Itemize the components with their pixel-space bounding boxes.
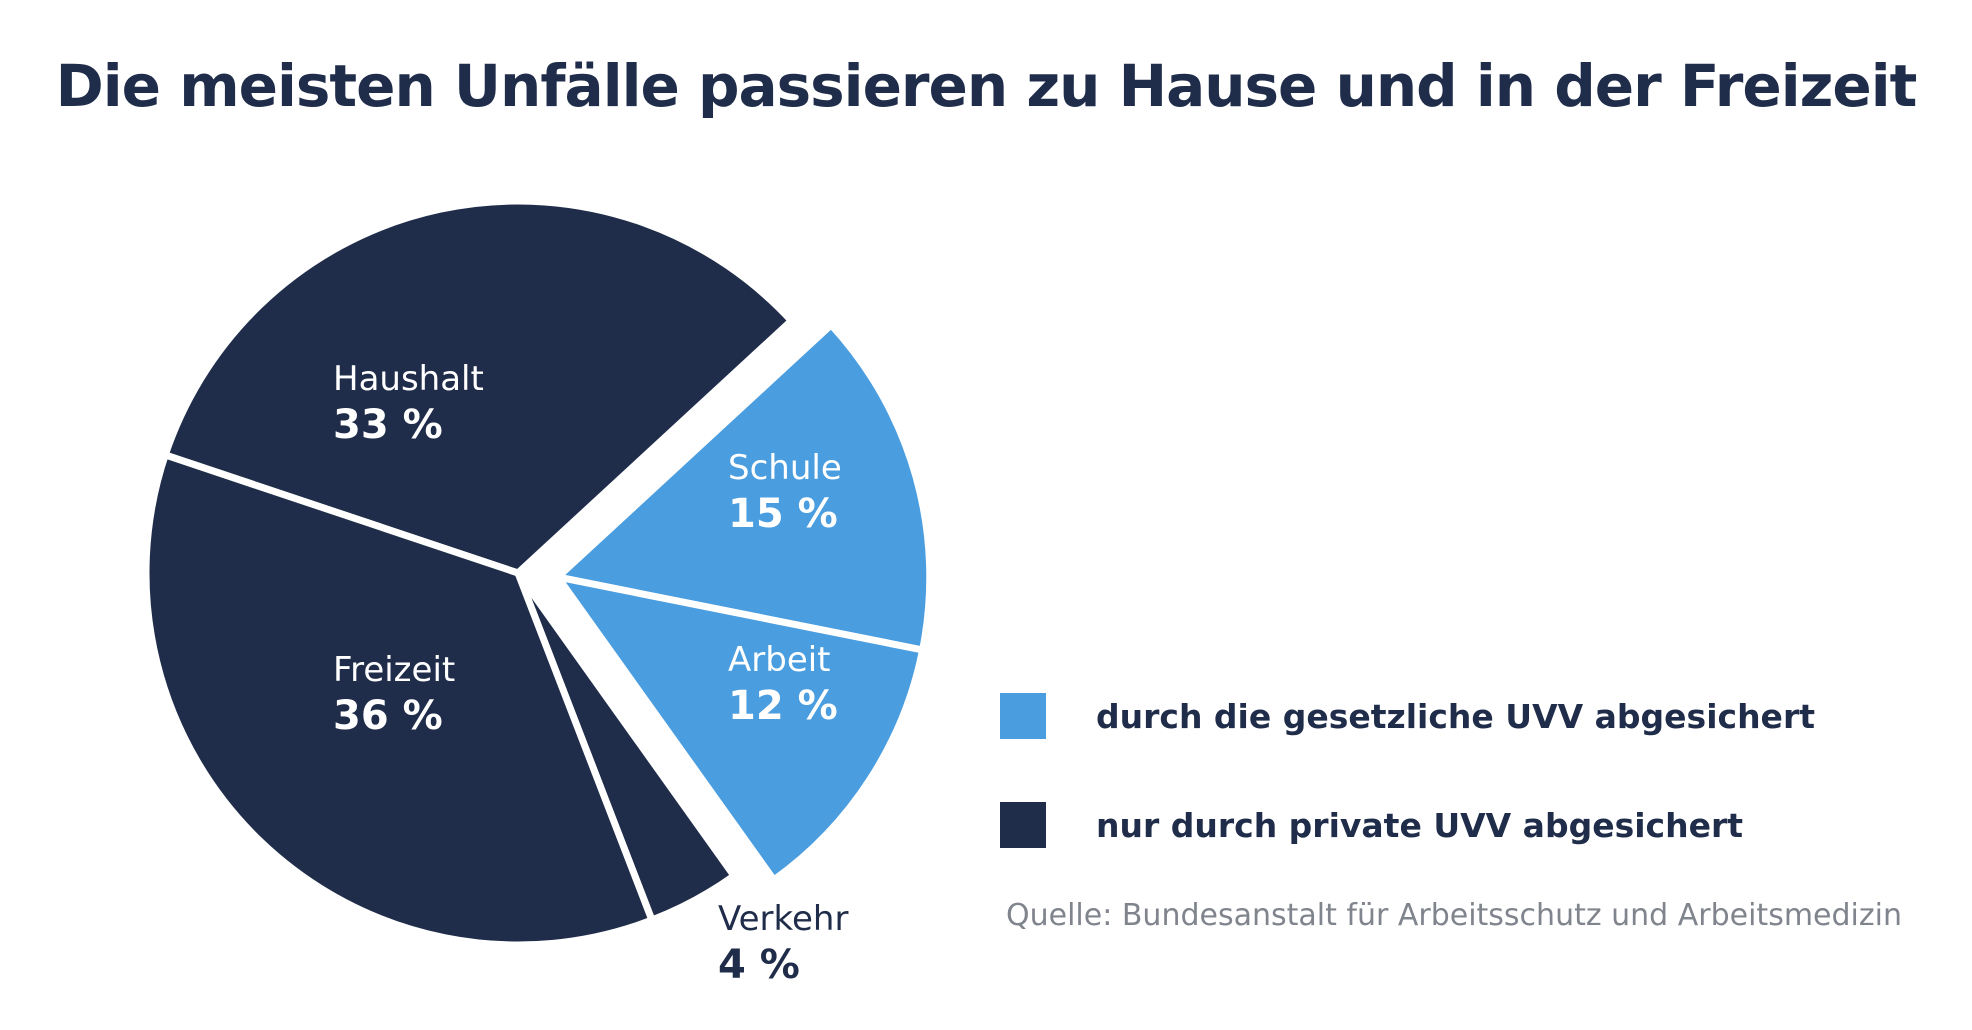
- legend-label-public: durch die gesetzliche UVV abgesichert: [1096, 696, 1815, 736]
- slice-value-schule: 15 %: [728, 491, 838, 537]
- slice-value-verkehr: 4 %: [718, 942, 800, 988]
- slice-value-freizeit: 36 %: [333, 693, 443, 739]
- slice-label-freizeit: Freizeit: [333, 650, 455, 690]
- pie-slice-freizeit: [142, 451, 656, 949]
- pie-slice-haushalt: [161, 197, 795, 577]
- legend-swatch-public: [1000, 693, 1046, 739]
- legend-item-private: nur durch private UVV abgesichert: [1000, 801, 1743, 849]
- pie-slice-schule: [554, 321, 934, 654]
- slice-label-verkehr: Verkehr: [718, 899, 848, 939]
- legend-item-public: durch die gesetzliche UVV abgesichert: [1000, 692, 1815, 740]
- slice-label-schule: Schule: [728, 448, 842, 488]
- legend-label-private: nur durch private UVV abgesichert: [1096, 805, 1744, 845]
- source-note: Quelle: Bundesanstalt für Arbeitsschutz …: [1006, 898, 1902, 933]
- pie-slice-arbeit: [554, 573, 927, 884]
- slice-value-arbeit: 12 %: [728, 683, 838, 729]
- slice-value-haushalt: 33 %: [333, 402, 443, 448]
- slice-label-arbeit: Arbeit: [728, 640, 831, 680]
- slice-label-haushalt: Haushalt: [333, 359, 484, 399]
- chart-title: Die meisten Unfälle passieren zu Hause u…: [55, 52, 1918, 120]
- legend-swatch-private: [1000, 802, 1046, 848]
